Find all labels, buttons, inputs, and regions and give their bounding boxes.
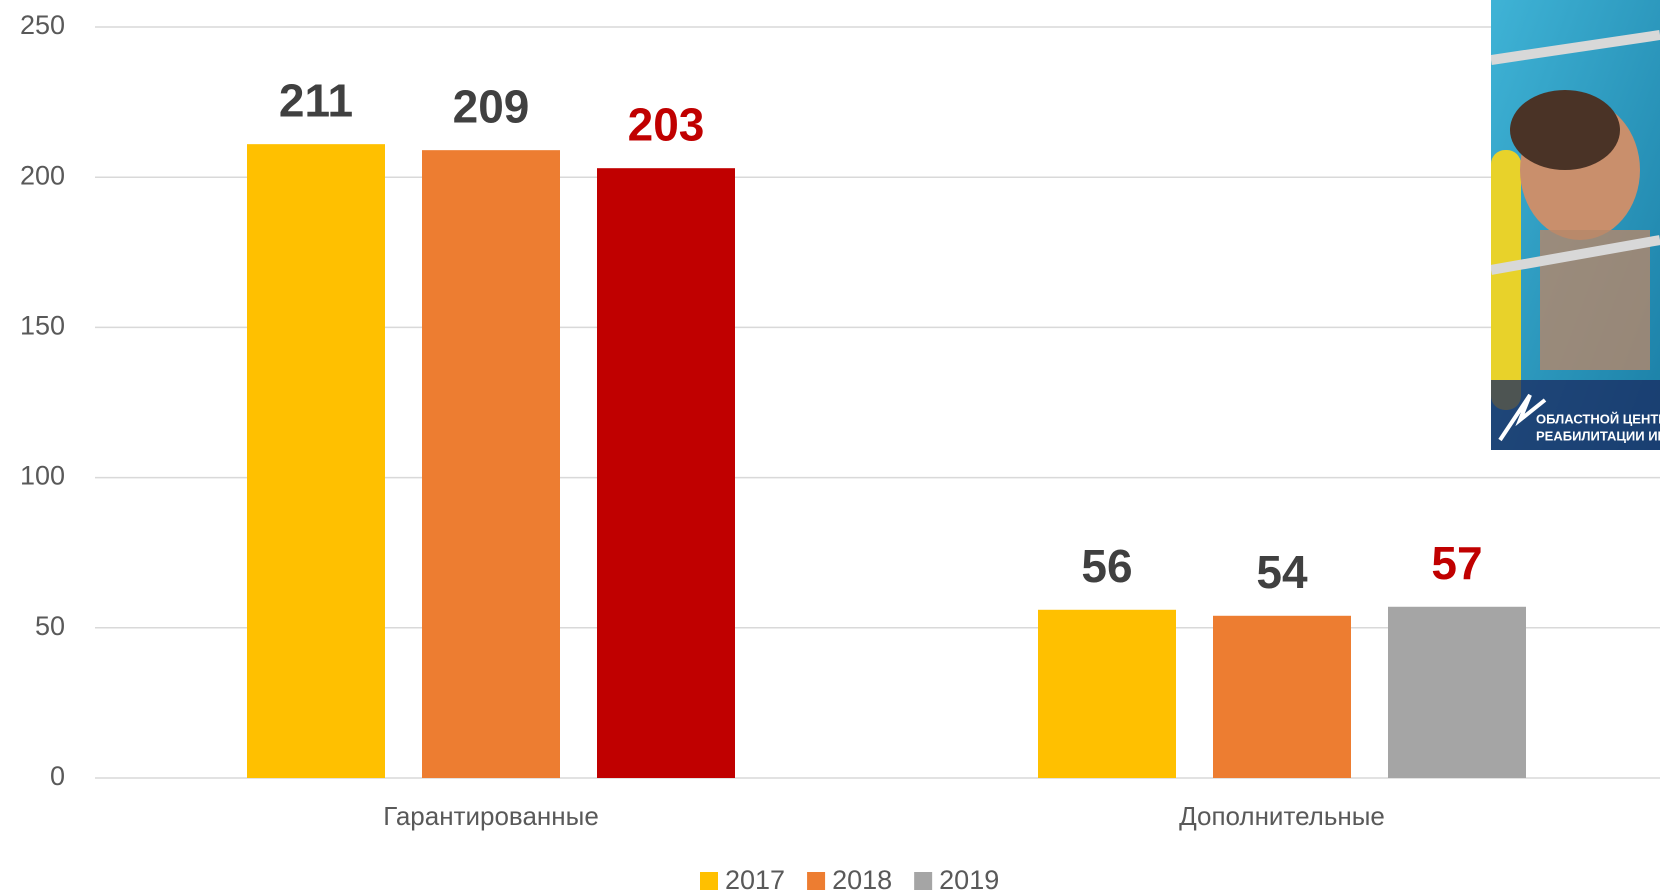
value-label: 203 (628, 98, 705, 150)
bar (247, 144, 385, 778)
y-tick-label: 100 (20, 461, 65, 491)
photo: ОБЛАСТНОЙ ЦЕНТР РЕАБИЛИТАЦИИ ИН (1491, 0, 1660, 450)
legend-swatch (807, 872, 826, 890)
value-label: 57 (1431, 537, 1482, 589)
legend-swatch (700, 872, 718, 890)
legend-label: 2017 (725, 865, 785, 895)
y-tick-label: 0 (50, 761, 65, 791)
value-label: 209 (453, 80, 530, 132)
bar (1213, 615, 1351, 778)
bar (1038, 609, 1176, 778)
bar (422, 150, 560, 778)
legend-label: 2018 (832, 865, 892, 895)
bar (597, 168, 735, 779)
x-tick-label: Дополнительные (1179, 801, 1385, 831)
value-label: 56 (1081, 540, 1132, 592)
y-tick-label: 50 (35, 611, 65, 641)
y-tick-label: 250 (20, 10, 65, 40)
legend-swatch (914, 872, 933, 890)
y-tick-label: 200 (20, 160, 65, 190)
bar (1388, 606, 1526, 778)
value-label: 211 (279, 74, 353, 126)
photo-caption: РЕАБИЛИТАЦИИ ИН (1536, 428, 1660, 443)
photo-caption: ОБЛАСТНОЙ ЦЕНТР (1536, 411, 1660, 426)
value-label: 54 (1256, 546, 1308, 598)
x-tick-label: Гарантированные (383, 801, 599, 831)
y-tick-label: 150 (20, 311, 65, 341)
legend-label: 2019 (939, 865, 999, 895)
